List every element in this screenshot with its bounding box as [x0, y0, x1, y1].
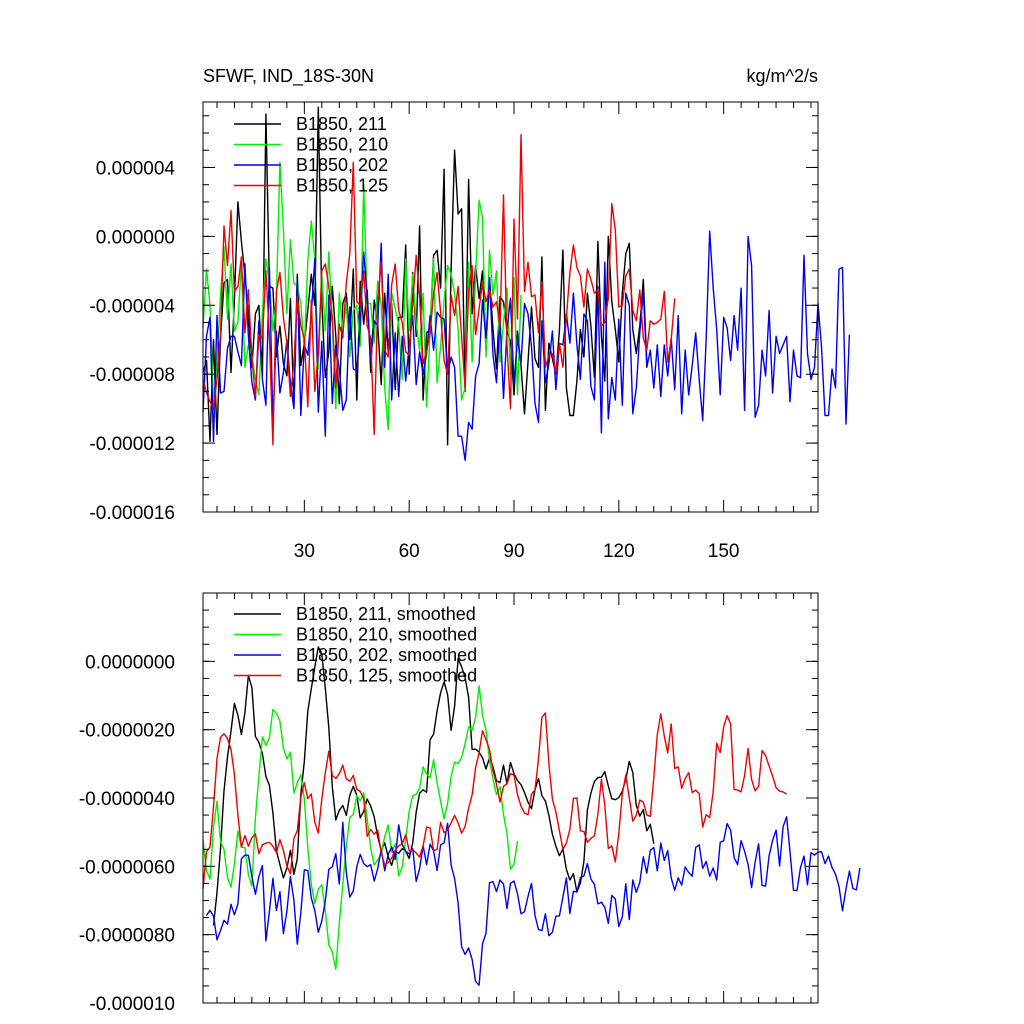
- top-x-tick-label: 60: [399, 541, 420, 562]
- top-title-right: kg/m^2/s: [747, 66, 818, 86]
- top-series-group: [202, 106, 851, 461]
- bottom-legend-label-2: B1850, 210, smoothed: [296, 625, 477, 645]
- top-panel: 0.000004 0.000000 -0.000004 -0.000008 -0.000…: [89, 66, 851, 562]
- top-x-tick-label: 150: [708, 541, 740, 562]
- bottom-y-tick-label: -0.0000060: [79, 857, 175, 878]
- bottom-y-tick-label: 0.0000000: [85, 652, 175, 673]
- bottom-series-line-2: [202, 685, 519, 970]
- top-legend-label-4: B1850, 125: [296, 176, 388, 196]
- bottom-series-group: [202, 646, 861, 986]
- top-axes: 0.000004 0.000000 -0.000004 -0.000008 -0.000…: [89, 102, 818, 562]
- bottom-panel: 0.0000000 -0.0000020 -0.0000040 -0.0000060 -…: [79, 592, 861, 1015]
- top-legend-label-1: B1850, 211: [296, 114, 387, 134]
- top-y-tick-label: -0.000012: [89, 434, 175, 455]
- bottom-series-line-3: [205, 816, 861, 986]
- top-legend-label-3: B1850, 202: [296, 155, 388, 175]
- top-x-tick-label: 120: [603, 541, 635, 562]
- top-y-tick-label: -0.000004: [89, 296, 175, 317]
- bottom-axes: 0.0000000 -0.0000020 -0.0000040 -0.0000060 -…: [79, 592, 818, 1015]
- bottom-y-tick-label: -0.0000040: [79, 789, 175, 810]
- bottom-legend-label-4: B1850, 125, smoothed: [296, 666, 477, 686]
- top-y-tick-label: -0.000016: [89, 503, 175, 524]
- bottom-series-line-1: [212, 646, 655, 926]
- top-x-tick-label: 30: [294, 541, 315, 562]
- bottom-series-line-4: [202, 712, 787, 889]
- top-y-tick-label: -0.000008: [89, 365, 175, 386]
- top-y-tick-label: 0.000004: [96, 158, 176, 179]
- bottom-y-tick-label: -0.000010: [89, 994, 175, 1015]
- top-title-left: SFWF, IND_18S-30N: [203, 66, 374, 87]
- bottom-y-tick-label: -0.0000020: [79, 721, 175, 742]
- top-plot-frame: [202, 101, 819, 513]
- top-legend-label-2: B1850, 210: [296, 135, 388, 155]
- top-y-tick-label: 0.000000: [96, 227, 175, 248]
- bottom-legend-label-3: B1850, 202, smoothed: [296, 645, 477, 665]
- bottom-y-tick-label: -0.0000080: [79, 926, 175, 947]
- top-x-tick-label: 90: [503, 541, 524, 562]
- bottom-legend-label-1: B1850, 211, smoothed: [296, 604, 476, 624]
- top-series-line-4: [202, 133, 676, 446]
